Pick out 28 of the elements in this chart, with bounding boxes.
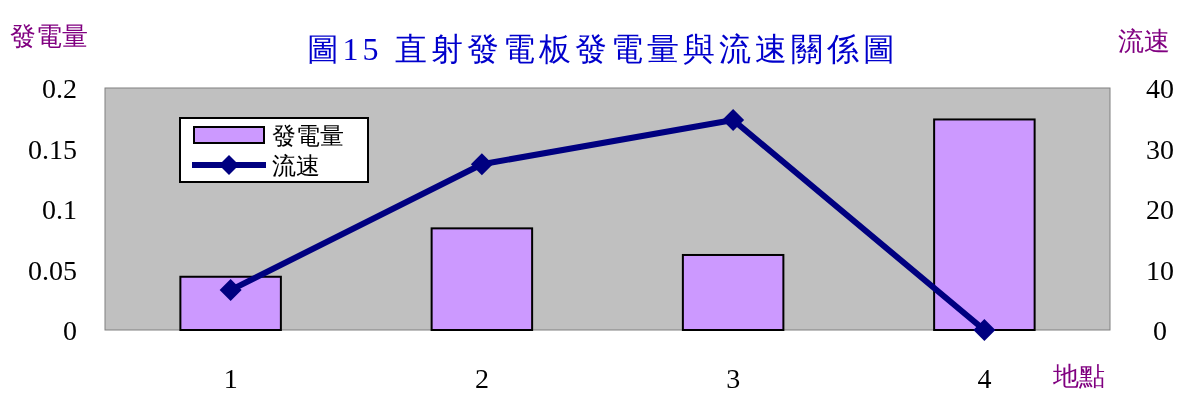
y-tick-label: 0.2 xyxy=(42,73,77,104)
y-tick-label: 0 xyxy=(63,315,77,346)
y-tick-label: 0.1 xyxy=(42,194,77,225)
y2-tick-label: 10 xyxy=(1146,254,1174,286)
y2-tick-label: 30 xyxy=(1146,133,1174,165)
bar xyxy=(681,253,785,331)
x-axis-title: 地點 xyxy=(1052,362,1105,391)
bar xyxy=(933,118,1036,331)
bar xyxy=(179,275,282,331)
x-tick-label: 2 xyxy=(474,363,489,394)
y-tick-label: 0.15 xyxy=(28,133,77,165)
y-tick-label: 0.05 xyxy=(28,254,77,286)
x-tick-label: 1 xyxy=(223,363,238,394)
point xyxy=(722,109,745,132)
point xyxy=(219,279,242,302)
y2-tick-label: 20 xyxy=(1146,194,1174,225)
y-axis-title: 發電量 xyxy=(10,22,88,51)
x-tick-label: 3 xyxy=(726,363,741,394)
y2-axis-title: 流速 xyxy=(1118,27,1170,56)
point xyxy=(973,319,996,341)
legend-label: 流速 xyxy=(272,153,320,179)
point xyxy=(470,153,493,176)
y2-tick-label: 0 xyxy=(1153,315,1167,346)
y2-tick-label: 40 xyxy=(1146,73,1174,104)
legend-label: 發電量 xyxy=(272,123,344,149)
x-tick-label: 4 xyxy=(977,363,992,394)
bar xyxy=(430,227,534,331)
chart-title: 圖15 直射發電板發電量與流速關係圖 xyxy=(306,31,899,67)
